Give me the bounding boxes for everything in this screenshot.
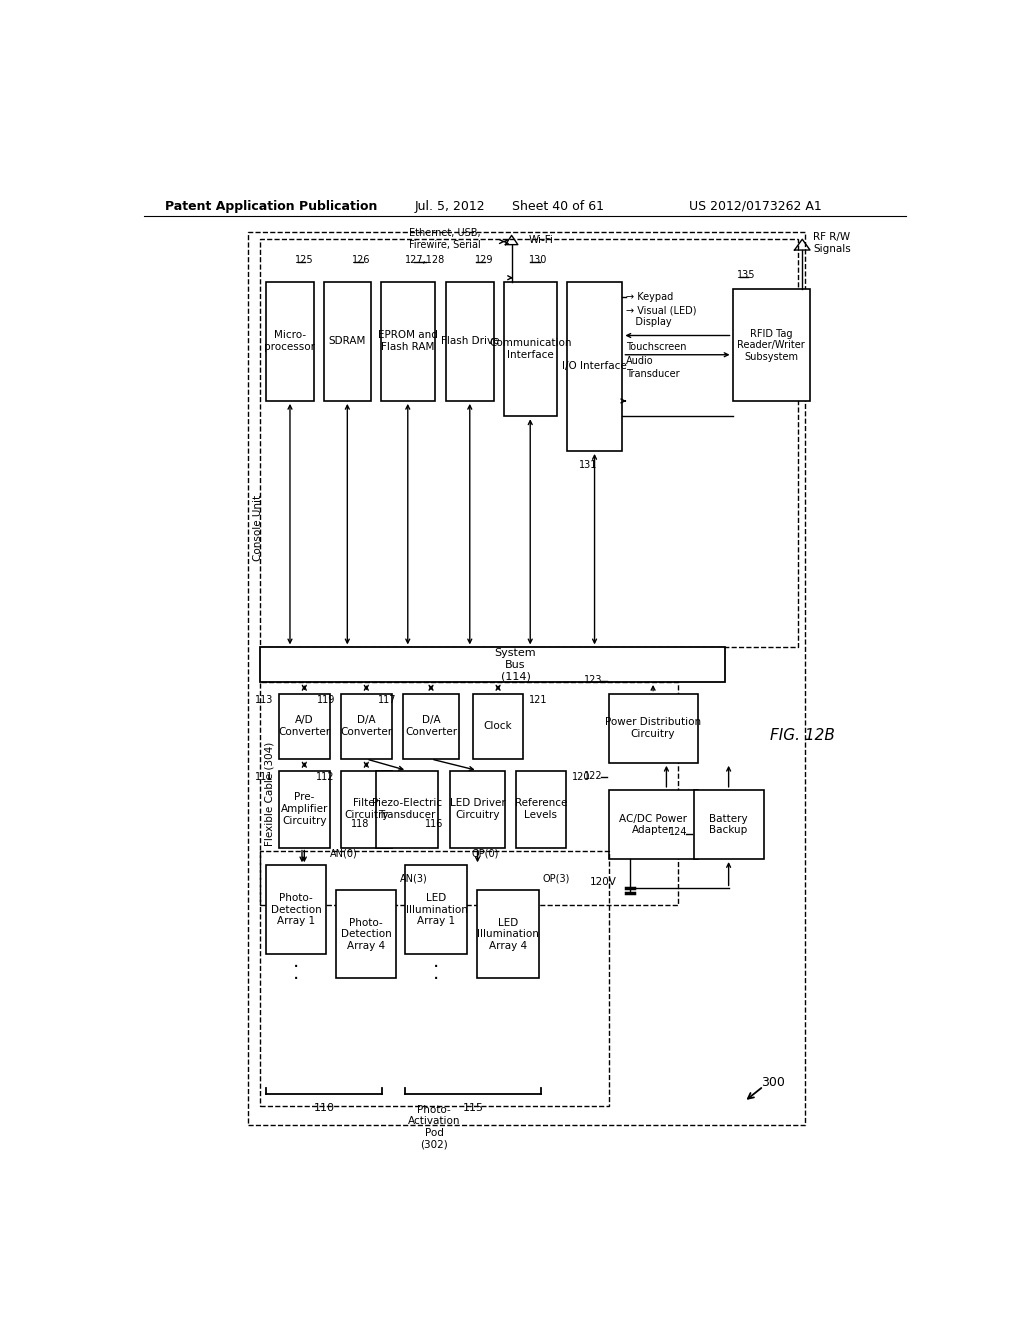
Text: Power Distribution
Circuitry: Power Distribution Circuitry bbox=[605, 717, 701, 739]
Text: Ethernet, USB,
Firewire, Serial: Ethernet, USB, Firewire, Serial bbox=[409, 228, 480, 249]
Text: 120: 120 bbox=[572, 772, 591, 781]
Text: 121: 121 bbox=[529, 694, 548, 705]
Text: Piezo-Electric
Transducer: Piezo-Electric Transducer bbox=[372, 799, 442, 820]
Text: Console Unit: Console Unit bbox=[253, 495, 263, 561]
Text: Battery
Backup: Battery Backup bbox=[710, 813, 748, 836]
Text: Wi-Fi: Wi-Fi bbox=[528, 235, 554, 246]
Bar bbox=[336, 890, 396, 978]
Bar bbox=[266, 281, 314, 401]
Text: 116: 116 bbox=[425, 820, 443, 829]
Bar bbox=[376, 771, 438, 847]
Bar bbox=[608, 789, 697, 859]
Bar bbox=[450, 771, 506, 847]
Text: 113: 113 bbox=[255, 694, 273, 705]
Text: 131: 131 bbox=[580, 459, 598, 470]
Text: SDRAM: SDRAM bbox=[329, 337, 366, 346]
Bar bbox=[566, 281, 623, 451]
Text: AN(0): AN(0) bbox=[331, 849, 358, 859]
Bar bbox=[260, 239, 799, 647]
Text: Photo-
Detection
Array 1: Photo- Detection Array 1 bbox=[270, 892, 322, 927]
Bar bbox=[515, 771, 566, 847]
Text: 126: 126 bbox=[352, 255, 371, 265]
Text: Reference
Levels: Reference Levels bbox=[514, 799, 567, 820]
Text: → Keypad: → Keypad bbox=[627, 292, 674, 302]
Text: 135: 135 bbox=[737, 271, 756, 280]
Text: LED Driver
Circuitry: LED Driver Circuitry bbox=[450, 799, 506, 820]
Text: Audio: Audio bbox=[627, 356, 654, 366]
Text: Flash Drive: Flash Drive bbox=[440, 337, 499, 346]
Text: Sheet 40 of 61: Sheet 40 of 61 bbox=[512, 199, 604, 213]
Text: Communication
Interface: Communication Interface bbox=[489, 338, 571, 360]
Text: 115: 115 bbox=[463, 1102, 483, 1113]
Text: 118: 118 bbox=[351, 820, 370, 829]
Text: Pre-
Amplifier
Circuitry: Pre- Amplifier Circuitry bbox=[281, 792, 328, 825]
Text: EPROM and
Flash RAM: EPROM and Flash RAM bbox=[378, 330, 437, 352]
Bar bbox=[260, 647, 725, 682]
Bar bbox=[477, 890, 539, 978]
Text: Photo-
Detection
Array 4: Photo- Detection Array 4 bbox=[341, 917, 391, 950]
Text: 124: 124 bbox=[669, 828, 687, 837]
Text: ·: · bbox=[433, 970, 439, 989]
Text: Jul. 5, 2012: Jul. 5, 2012 bbox=[415, 199, 485, 213]
Text: 125: 125 bbox=[295, 255, 313, 265]
Text: D/A
Converter: D/A Converter bbox=[340, 715, 392, 737]
Text: 129: 129 bbox=[474, 255, 493, 265]
Text: Flexible Cable (304): Flexible Cable (304) bbox=[264, 742, 274, 846]
Text: 112: 112 bbox=[316, 772, 335, 781]
Text: 127,128: 127,128 bbox=[404, 255, 445, 265]
Bar bbox=[266, 866, 327, 954]
Text: 111: 111 bbox=[255, 772, 273, 781]
Bar bbox=[403, 693, 459, 759]
Text: 130: 130 bbox=[528, 255, 547, 265]
Bar bbox=[280, 693, 330, 759]
Text: 117: 117 bbox=[379, 694, 397, 705]
Text: 123: 123 bbox=[584, 675, 602, 685]
Bar bbox=[406, 866, 467, 954]
Text: Micro-
processor: Micro- processor bbox=[264, 330, 315, 352]
Text: FIG. 12B: FIG. 12B bbox=[770, 729, 835, 743]
Text: → Visual (LED)
   Display: → Visual (LED) Display bbox=[627, 305, 696, 327]
Bar bbox=[324, 281, 371, 401]
Bar bbox=[693, 789, 764, 859]
Text: System
Bus
(114): System Bus (114) bbox=[495, 648, 537, 681]
Text: Patent Application Publication: Patent Application Publication bbox=[165, 199, 378, 213]
Text: 300: 300 bbox=[761, 1076, 784, 1089]
Text: RFID Tag
Reader/Writer
Subsystem: RFID Tag Reader/Writer Subsystem bbox=[737, 329, 805, 362]
Text: ·: · bbox=[433, 958, 439, 977]
Bar bbox=[341, 771, 391, 847]
Text: A/D
Converter: A/D Converter bbox=[279, 715, 331, 737]
Text: OP(0): OP(0) bbox=[471, 849, 499, 859]
Bar bbox=[260, 851, 608, 1106]
Text: ·: · bbox=[293, 970, 299, 989]
Bar bbox=[504, 281, 557, 416]
Bar bbox=[608, 693, 697, 763]
Bar bbox=[280, 771, 330, 847]
Bar bbox=[732, 289, 810, 401]
Bar bbox=[260, 682, 678, 906]
Text: ·: · bbox=[293, 958, 299, 977]
Text: AN(3): AN(3) bbox=[400, 874, 428, 883]
Text: Clock: Clock bbox=[483, 721, 512, 731]
Text: LED
Illumination
Array 1: LED Illumination Array 1 bbox=[406, 892, 467, 927]
Bar bbox=[473, 693, 523, 759]
Text: D/A
Converter: D/A Converter bbox=[404, 715, 457, 737]
Text: I/O Interface: I/O Interface bbox=[562, 362, 627, 371]
Text: 110: 110 bbox=[313, 1102, 335, 1113]
Bar bbox=[381, 281, 435, 401]
Text: Photo-
Activation
Pod
(302): Photo- Activation Pod (302) bbox=[408, 1105, 461, 1150]
Text: LED
Illumination
Array 4: LED Illumination Array 4 bbox=[477, 917, 539, 950]
Text: RF R/W
Signals: RF R/W Signals bbox=[813, 232, 851, 253]
Text: 122: 122 bbox=[584, 771, 602, 781]
Text: 120V: 120V bbox=[590, 878, 616, 887]
Text: Touchscreen: Touchscreen bbox=[627, 342, 687, 352]
Text: 119: 119 bbox=[316, 694, 335, 705]
Text: OP(3): OP(3) bbox=[543, 874, 570, 883]
Text: AC/DC Power
Adapter: AC/DC Power Adapter bbox=[620, 813, 687, 836]
Bar bbox=[248, 231, 805, 1125]
Text: US 2012/0173262 A1: US 2012/0173262 A1 bbox=[689, 199, 822, 213]
Bar bbox=[445, 281, 494, 401]
Text: Filter
Circuitry: Filter Circuitry bbox=[344, 799, 388, 820]
Text: Transducer: Transducer bbox=[627, 370, 680, 379]
Bar bbox=[341, 693, 391, 759]
